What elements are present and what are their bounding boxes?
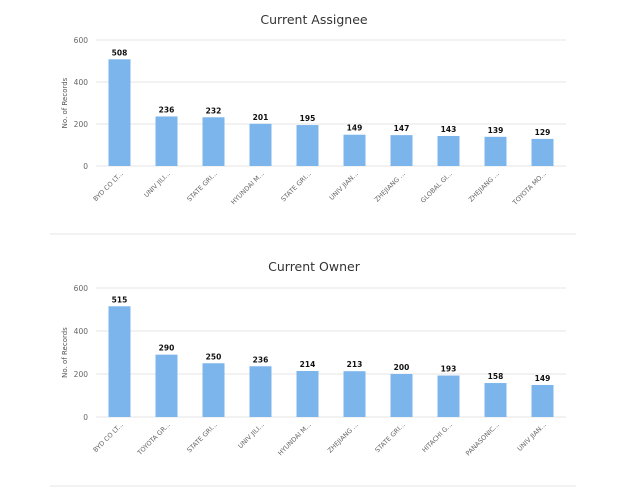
data-label: 515 <box>112 295 128 304</box>
data-label: 201 <box>253 113 269 122</box>
data-label: 147 <box>394 124 410 133</box>
data-label: 213 <box>347 360 363 369</box>
data-label: 158 <box>488 372 504 381</box>
y-tick-label: 600 <box>74 36 89 45</box>
x-category-label: TOYOTA MO... <box>510 170 548 208</box>
data-label: 139 <box>488 126 504 135</box>
x-category-label: ZHEJIANG ... <box>326 421 360 455</box>
x-category-label: PANASONIC... <box>464 421 501 458</box>
data-label: 236 <box>253 355 269 364</box>
x-category-label: ZHEJIANG ... <box>467 170 501 204</box>
bar <box>484 383 507 417</box>
bar <box>390 135 413 166</box>
y-axis-title: No. of Records <box>61 77 69 128</box>
data-label: 508 <box>112 48 128 57</box>
x-category-label: HYUNDAI M... <box>276 421 312 457</box>
chart-title: Current Assignee <box>260 12 368 27</box>
x-category-label: UNIV JIAN... <box>516 421 548 453</box>
y-tick-label: 600 <box>74 284 89 293</box>
bar <box>296 125 319 166</box>
y-tick-label: 400 <box>74 327 89 336</box>
bar <box>155 116 178 166</box>
y-tick-label: 400 <box>74 78 89 87</box>
bar <box>484 136 507 166</box>
x-category-label: TOYOTA GR... <box>135 421 172 458</box>
data-label: 143 <box>441 125 457 134</box>
bar <box>343 371 366 417</box>
x-category-label: UNIV JILI... <box>142 170 171 199</box>
y-tick-label: 200 <box>74 370 89 379</box>
x-category-label: UNIV JILI... <box>236 421 265 450</box>
y-axis-title: No. of Records <box>61 327 69 378</box>
y-tick-label: 200 <box>74 120 89 129</box>
current-assignee-chart: Current Assignee 0 200 400 600 No. of Records… <box>50 12 576 235</box>
data-label: 149 <box>535 374 551 383</box>
bar <box>437 375 460 417</box>
bar <box>437 135 460 166</box>
data-label: 193 <box>441 365 457 374</box>
x-category-label: STATE GRI... <box>279 170 312 203</box>
bar <box>155 354 178 417</box>
data-label: 232 <box>206 106 222 115</box>
y-tick-label: 0 <box>83 413 88 422</box>
x-category-label: GLOBAL GI... <box>419 170 454 205</box>
data-label: 236 <box>159 105 175 114</box>
x-category-label: STATE GRI... <box>185 170 218 203</box>
x-category-label: UNIV JIAN... <box>328 170 360 202</box>
x-category-label: HYUNDAI M... <box>229 170 265 206</box>
x-category-label: STATE GRI... <box>185 421 218 454</box>
x-category-label: HITACHI G... <box>421 421 454 454</box>
bar <box>249 123 272 166</box>
bar <box>531 384 554 417</box>
data-label: 195 <box>300 114 316 123</box>
data-label: 290 <box>159 344 175 353</box>
bar <box>202 363 225 417</box>
data-label: 214 <box>300 360 316 369</box>
y-tick-label: 0 <box>83 162 88 171</box>
bar <box>108 59 131 166</box>
x-category-label: ZHEJIANG ... <box>373 170 407 204</box>
x-category-label: BYD CO LT... <box>92 170 125 203</box>
bar <box>202 117 225 166</box>
bar <box>249 366 272 417</box>
x-category-label: STATE GRI... <box>373 421 406 454</box>
data-label: 129 <box>535 128 551 137</box>
chart-title: Current Owner <box>268 259 361 274</box>
data-label: 149 <box>347 124 363 133</box>
bar <box>390 374 413 417</box>
current-owner-chart: Current Owner 0 200 400 600 No. of Records 515… <box>50 259 576 487</box>
data-label: 250 <box>206 352 222 361</box>
bar <box>343 134 366 166</box>
bar <box>531 138 554 166</box>
bar <box>296 370 319 417</box>
x-category-label: BYD CO LT... <box>92 421 125 454</box>
bar <box>108 306 131 417</box>
data-label: 200 <box>394 363 410 372</box>
